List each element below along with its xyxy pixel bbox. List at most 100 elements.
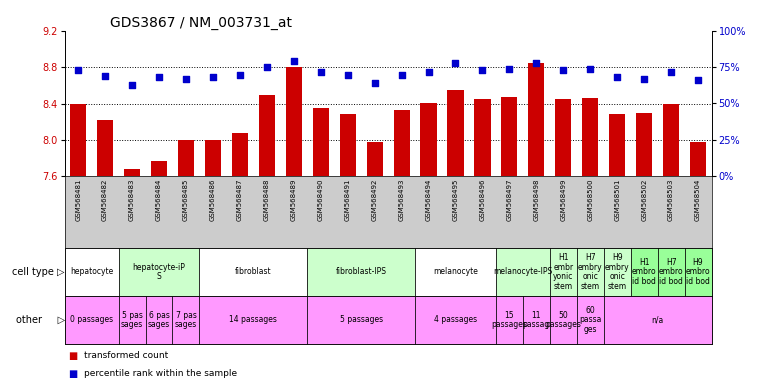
Point: [342, 71, 354, 78]
Bar: [496, 296, 523, 344]
Text: hepatocyte-iP
S: hepatocyte-iP S: [132, 263, 186, 281]
Bar: [556, 99, 572, 176]
Bar: [415, 248, 496, 296]
Text: GSM568492: GSM568492: [371, 178, 377, 220]
Text: transformed count: transformed count: [84, 351, 168, 361]
Bar: [447, 90, 463, 176]
Point: [207, 74, 219, 81]
Text: GSM568496: GSM568496: [479, 178, 486, 221]
Bar: [205, 140, 221, 176]
Text: GSM568494: GSM568494: [425, 178, 431, 220]
Bar: [603, 296, 712, 344]
Text: H1
embro
id bod: H1 embro id bod: [632, 258, 657, 286]
Point: [530, 60, 543, 66]
Point: [396, 71, 408, 78]
Text: 11
passag: 11 passag: [523, 311, 550, 329]
Bar: [119, 248, 199, 296]
Text: ■: ■: [68, 369, 78, 379]
Bar: [496, 248, 550, 296]
Point: [503, 66, 515, 72]
Text: n/a: n/a: [651, 316, 664, 324]
Text: 5 pas
sages: 5 pas sages: [121, 311, 143, 329]
Text: GSM568498: GSM568498: [533, 178, 540, 221]
Text: melanocyte: melanocyte: [433, 268, 478, 276]
Bar: [307, 248, 415, 296]
Point: [638, 76, 650, 82]
Point: [584, 66, 597, 72]
Bar: [285, 67, 302, 176]
Bar: [421, 104, 437, 176]
Point: [126, 81, 139, 88]
Bar: [658, 248, 685, 296]
Text: GSM568481: GSM568481: [75, 178, 81, 221]
Point: [450, 60, 462, 66]
Bar: [415, 296, 496, 344]
Bar: [690, 142, 706, 176]
Text: 5 passages: 5 passages: [339, 316, 383, 324]
Text: GSM568495: GSM568495: [453, 178, 458, 220]
Point: [422, 68, 435, 74]
Point: [557, 67, 569, 73]
Point: [476, 67, 489, 73]
Text: GSM568502: GSM568502: [642, 178, 647, 220]
Bar: [582, 98, 598, 176]
Text: GSM568489: GSM568489: [291, 178, 297, 221]
Bar: [97, 120, 113, 176]
Text: cell type ▷: cell type ▷: [12, 267, 65, 277]
Point: [180, 76, 192, 82]
Bar: [259, 95, 275, 176]
Text: GSM568482: GSM568482: [102, 178, 108, 220]
Bar: [173, 296, 199, 344]
Bar: [313, 108, 329, 176]
Text: GSM568483: GSM568483: [129, 178, 135, 221]
Point: [314, 68, 326, 74]
Point: [99, 73, 111, 79]
Text: 50
passages: 50 passages: [546, 311, 581, 329]
Bar: [636, 113, 652, 176]
Bar: [124, 169, 140, 176]
Text: 15
passages: 15 passages: [492, 311, 527, 329]
Text: fibroblast: fibroblast: [235, 268, 272, 276]
Text: GDS3867 / NM_003731_at: GDS3867 / NM_003731_at: [110, 16, 292, 30]
Text: H1
embr
yonic
stem: H1 embr yonic stem: [553, 253, 574, 291]
Bar: [550, 248, 577, 296]
Bar: [367, 142, 383, 176]
Bar: [339, 114, 356, 176]
Text: H9
embry
onic
stem: H9 embry onic stem: [605, 253, 629, 291]
Text: GSM568485: GSM568485: [183, 178, 189, 220]
Text: GSM568484: GSM568484: [156, 178, 162, 220]
Text: GSM568491: GSM568491: [345, 178, 351, 221]
Bar: [199, 248, 307, 296]
Bar: [577, 248, 603, 296]
Text: GSM568504: GSM568504: [695, 178, 701, 220]
Text: H9
embro
id bod: H9 embro id bod: [686, 258, 710, 286]
Text: GSM568486: GSM568486: [210, 178, 216, 221]
Text: GSM568488: GSM568488: [264, 178, 270, 221]
Text: H7
embro
id bod: H7 embro id bod: [659, 258, 683, 286]
Point: [288, 58, 300, 65]
Bar: [577, 296, 603, 344]
Bar: [685, 248, 712, 296]
Bar: [307, 296, 415, 344]
Point: [153, 74, 165, 81]
Text: GSM568490: GSM568490: [318, 178, 323, 221]
Point: [692, 77, 704, 83]
Text: 14 passages: 14 passages: [229, 316, 277, 324]
Bar: [550, 296, 577, 344]
Text: melanocyte-IPS: melanocyte-IPS: [493, 268, 552, 276]
Bar: [199, 296, 307, 344]
Bar: [663, 104, 679, 176]
Text: GSM568493: GSM568493: [399, 178, 405, 221]
Point: [72, 67, 84, 73]
Text: 0 passages: 0 passages: [70, 316, 113, 324]
Text: hepatocyte: hepatocyte: [70, 268, 113, 276]
Bar: [119, 296, 145, 344]
Bar: [65, 296, 119, 344]
Text: percentile rank within the sample: percentile rank within the sample: [84, 369, 237, 379]
Point: [665, 68, 677, 74]
Bar: [523, 296, 550, 344]
Bar: [178, 140, 194, 176]
Text: 7 pas
sages: 7 pas sages: [175, 311, 197, 329]
Bar: [501, 97, 517, 176]
Point: [261, 64, 273, 70]
